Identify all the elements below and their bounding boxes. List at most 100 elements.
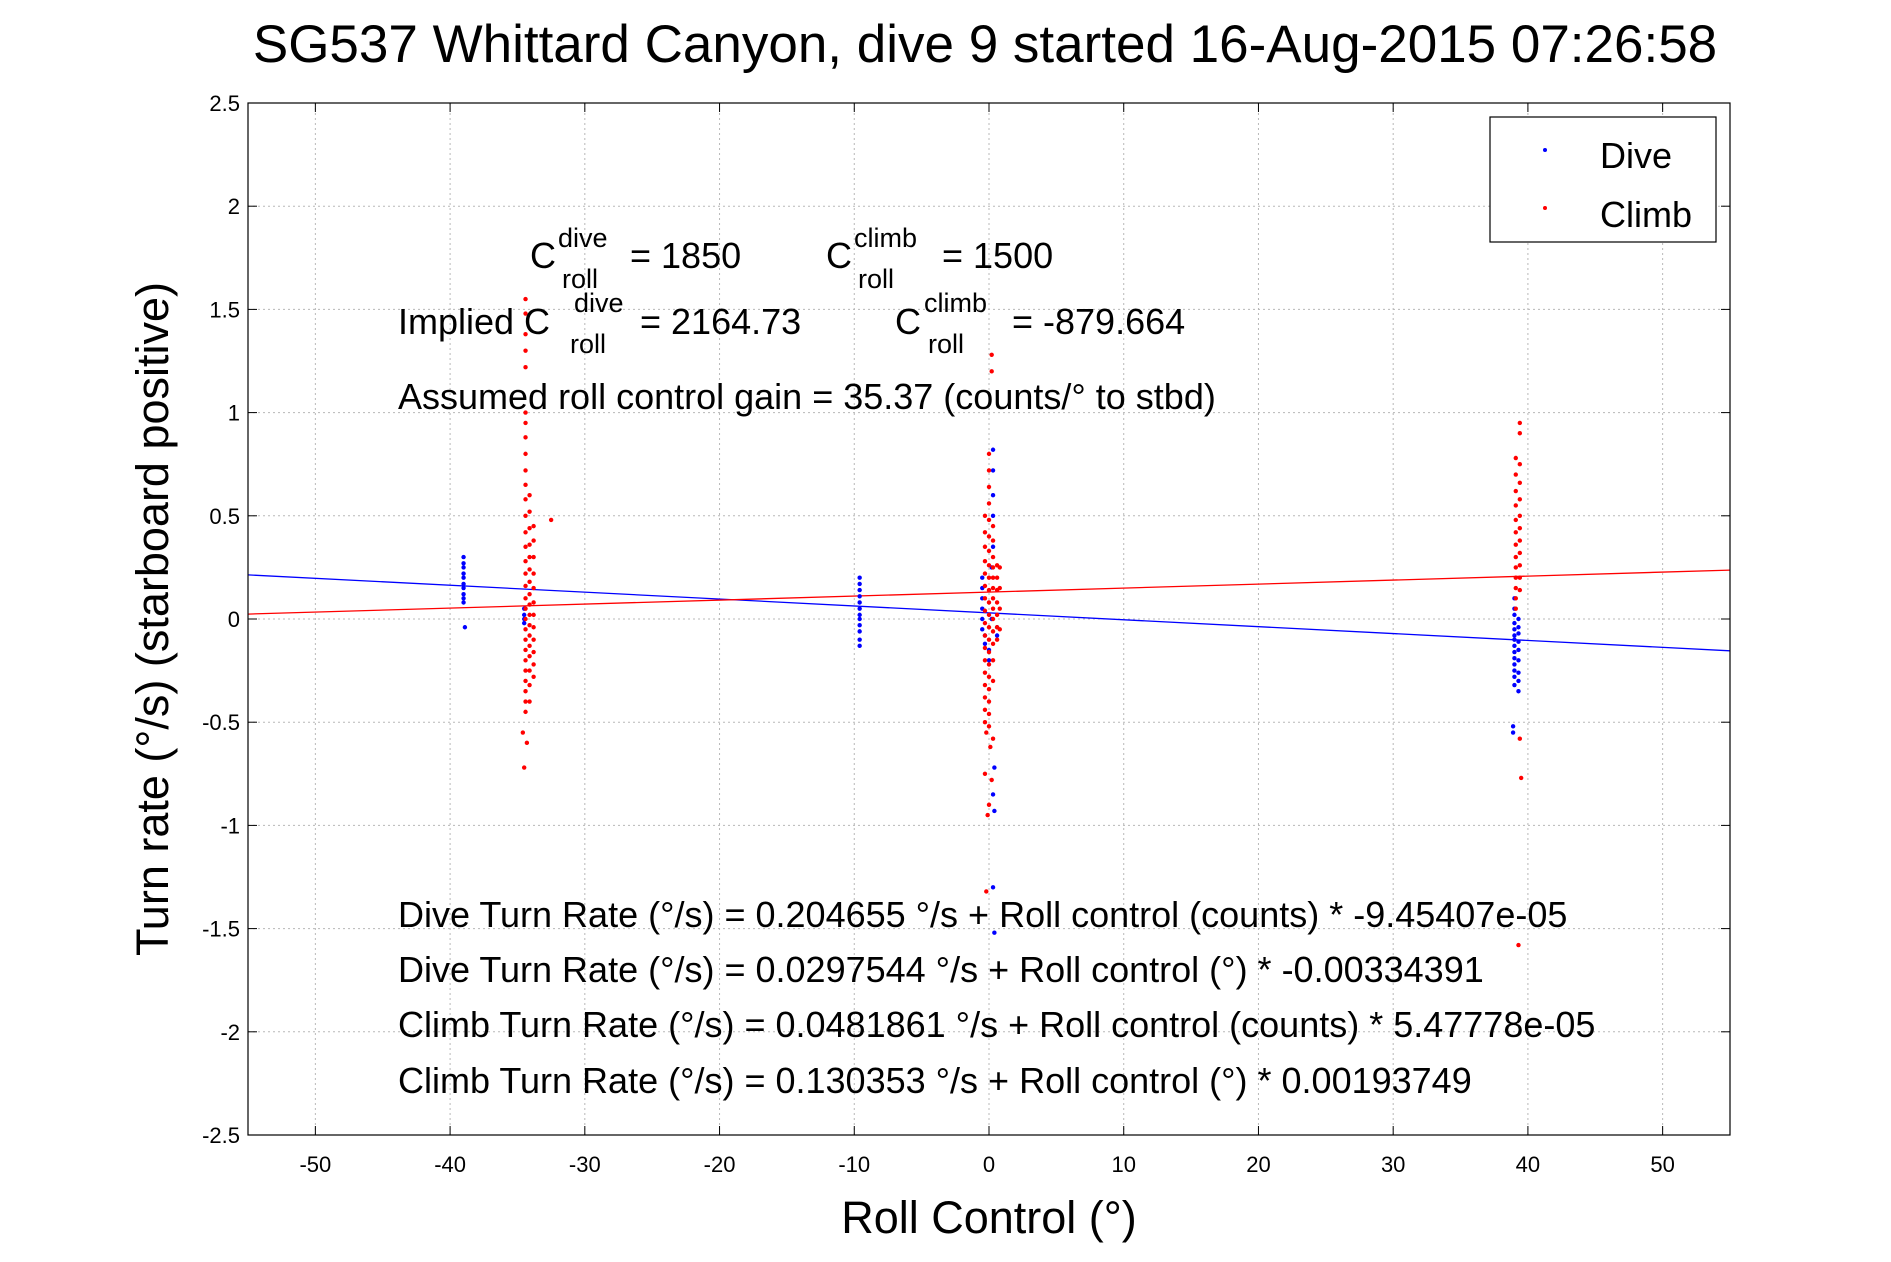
climb-point: [523, 482, 528, 488]
x-tick-label: 10: [1111, 1152, 1135, 1177]
dive-point: [1516, 625, 1521, 630]
climb-point: [982, 695, 988, 700]
climb-point: [523, 637, 528, 642]
climb-point: [984, 889, 989, 894]
y-tick-label: 0: [228, 607, 240, 632]
climb-point: [982, 633, 988, 638]
dive-point: [461, 575, 466, 580]
dive-point: [992, 765, 997, 770]
dive-point: [990, 513, 996, 518]
dive-point: [521, 620, 527, 626]
x-tick-label: 30: [1381, 1152, 1405, 1177]
climb-point: [997, 585, 1002, 591]
climb-point: [1513, 565, 1518, 570]
climb-point: [523, 348, 528, 353]
climb-point: [986, 662, 992, 667]
implied-climb-value: = -879.664: [1012, 301, 1185, 342]
climb-point: [523, 296, 528, 302]
climb-point: [523, 331, 528, 337]
climb-point: [523, 668, 528, 673]
climb-point: [990, 658, 996, 663]
climb-point: [982, 720, 988, 725]
climb-point: [523, 689, 528, 694]
dive-point: [1516, 639, 1521, 644]
dive-point: [992, 808, 997, 814]
c-roll-climb-sub: roll: [858, 264, 894, 294]
climb-point: [1513, 530, 1518, 535]
x-tick-label: 20: [1246, 1152, 1270, 1177]
y-tick-label: 0.5: [209, 504, 240, 529]
c-roll-settings: C dive roll = 1850 C climb roll = 1500: [530, 223, 1053, 294]
climb-point: [1513, 517, 1518, 523]
climb-point: [986, 724, 992, 729]
climb-point: [986, 674, 992, 679]
dive-point: [857, 581, 862, 587]
legend-dive-marker: [1543, 148, 1547, 152]
implied-climb-base: C: [895, 301, 921, 342]
dive-point: [1512, 637, 1517, 642]
climb-point: [994, 575, 1000, 580]
climb-point: [531, 571, 536, 576]
x-axis-label: Roll Control (°): [841, 1192, 1137, 1243]
climb-point: [990, 538, 996, 543]
climb-point: [523, 451, 528, 457]
climb-point: [1517, 420, 1523, 426]
climb-point: [531, 625, 536, 630]
legend-dive-label: Dive: [1600, 135, 1672, 176]
dive-point: [461, 565, 466, 570]
climb-point: [986, 548, 992, 554]
dive-point: [1512, 633, 1517, 638]
climb-point: [1517, 431, 1523, 436]
climb-point: [527, 633, 532, 638]
climb-point: [982, 707, 988, 713]
dive-point: [986, 658, 992, 663]
climb-point: [990, 565, 996, 570]
climb-point: [986, 575, 992, 580]
y-tick-label: -1: [220, 813, 240, 838]
climb-point: [523, 513, 528, 518]
dive-point: [980, 627, 985, 632]
climb-point: [986, 563, 992, 568]
implied-dive-sup: dive: [574, 288, 624, 318]
y-axis-label: Turn rate (°/s) (starboard positive): [127, 282, 178, 956]
fit-equations: Dive Turn Rate (°/s) = 0.204655 °/s + Ro…: [398, 894, 1595, 1101]
dive-point: [1512, 668, 1517, 673]
y-tick-label: -2: [220, 1020, 240, 1045]
legend-climb-label: Climb: [1600, 194, 1692, 235]
climb-point: [531, 585, 536, 591]
dive-point: [857, 616, 862, 622]
climb-point: [989, 352, 994, 358]
dive-point: [1512, 682, 1517, 688]
dive-point: [1516, 631, 1521, 636]
dive-point: [462, 625, 468, 630]
dive-point: [990, 885, 996, 890]
climb-point: [527, 682, 532, 688]
dive-point: [982, 641, 988, 646]
climb-point: [523, 616, 528, 622]
dive-point: [1512, 674, 1517, 679]
dive-point: [857, 622, 862, 628]
climb-point: [986, 501, 992, 506]
climb-point: [988, 744, 993, 750]
climb-point: [1517, 538, 1523, 543]
x-tick-label: 0: [983, 1152, 995, 1177]
dive-point: [990, 492, 996, 498]
climb-point: [523, 583, 528, 589]
climb-point: [524, 740, 530, 746]
climb-point: [523, 311, 528, 316]
climb-point: [986, 686, 992, 692]
climb-point: [531, 662, 536, 667]
dive-point: [992, 930, 997, 935]
climb-point: [982, 645, 988, 651]
legend-box: [1489, 116, 1717, 243]
climb-point: [523, 497, 528, 502]
dive-point: [1510, 730, 1516, 735]
c-roll-dive-base: C: [530, 235, 556, 276]
climb-point: [521, 765, 527, 770]
climb-point: [527, 653, 532, 659]
climb-point: [523, 559, 528, 564]
dive-point: [857, 606, 862, 611]
climb-point: [1513, 575, 1518, 580]
climb-point: [523, 468, 528, 473]
climb-point: [527, 525, 532, 531]
